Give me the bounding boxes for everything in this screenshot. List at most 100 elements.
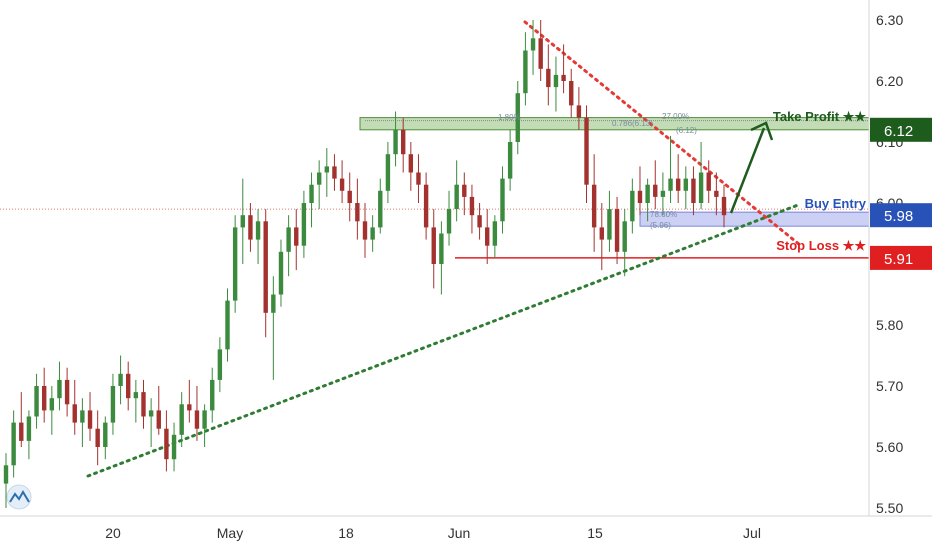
candle-body (416, 172, 421, 185)
candle-body (668, 178, 673, 191)
candle (561, 44, 566, 94)
candle-body (362, 221, 368, 240)
y-tick-label: 5.60 (876, 439, 903, 455)
candle (530, 20, 536, 75)
candle-body (576, 105, 582, 118)
candle (316, 160, 322, 210)
fib-label: 78.60% (650, 210, 677, 219)
candle (187, 379, 192, 423)
candle-body (462, 184, 467, 197)
candle-body (691, 178, 696, 203)
resistance-trendline (523, 20, 802, 247)
candle (515, 81, 520, 155)
candle-body (385, 154, 391, 191)
candle-body (64, 379, 70, 405)
candle-body (339, 178, 345, 191)
candle-body (187, 404, 192, 411)
candle-body (714, 190, 719, 197)
logo-icon (6, 484, 32, 510)
candle-body (698, 172, 704, 203)
candle-body (87, 410, 93, 429)
candle (301, 190, 307, 258)
candle (591, 154, 597, 252)
candle (26, 410, 32, 460)
candle (11, 410, 16, 478)
candle-body (309, 184, 314, 203)
candle-body (477, 215, 482, 228)
candle-body (255, 221, 261, 240)
candle (630, 178, 635, 234)
candle (408, 142, 414, 191)
candle (423, 172, 429, 240)
candle-body (439, 233, 444, 264)
candle (645, 178, 650, 222)
candle-body (194, 410, 200, 429)
candle-body (248, 215, 253, 240)
candle (126, 361, 131, 411)
candle-body (126, 373, 131, 399)
candle (523, 32, 528, 106)
fib-label: 0.786(6.13) (612, 119, 653, 128)
price-tag-value: 5.98 (884, 208, 913, 225)
candle-body (95, 428, 100, 447)
candle (217, 337, 223, 393)
candle (110, 373, 116, 435)
candle-body (141, 392, 146, 417)
candle-body (164, 428, 169, 460)
candle (691, 166, 696, 216)
stop-loss-label: Stop Loss ★★ (776, 238, 866, 253)
candle (255, 209, 261, 264)
candle-body (515, 93, 520, 142)
y-tick-label: 5.80 (876, 317, 903, 333)
candle-body (225, 300, 230, 350)
arrow-head-icon (750, 121, 774, 141)
candle (34, 373, 39, 429)
candle (416, 154, 421, 203)
fib-label: 27.00% (662, 112, 689, 121)
candle-body (26, 416, 32, 441)
candle-body (393, 129, 398, 155)
candle-body (294, 227, 299, 246)
candle-body (232, 227, 238, 301)
candle-body (332, 166, 337, 179)
candle (378, 178, 383, 234)
candle-body (263, 221, 268, 313)
candle (49, 386, 55, 435)
candle-body (286, 227, 291, 252)
candle (721, 184, 727, 228)
candle (362, 203, 368, 258)
candle (57, 361, 62, 411)
candle-body (622, 221, 627, 252)
x-tick-label: 18 (338, 525, 354, 541)
candle (576, 87, 582, 130)
take-profit-label: Take Profit ★★ (773, 109, 866, 124)
candle-body (118, 373, 123, 386)
fib-label: (5.96) (650, 221, 671, 230)
candle-body (492, 221, 498, 246)
candle (294, 209, 299, 271)
y-tick-label: 6.30 (876, 12, 903, 28)
candle (72, 379, 77, 435)
candle (698, 142, 704, 210)
x-tick-label: May (217, 525, 243, 541)
candle-body (370, 227, 375, 240)
candle (332, 154, 337, 191)
candle-body (469, 196, 475, 216)
candle-body (271, 294, 276, 313)
candle-body (645, 184, 650, 203)
candle-body (423, 184, 429, 228)
candle (370, 215, 375, 252)
candle (485, 209, 490, 264)
price-tag (870, 117, 932, 142)
candle (210, 367, 215, 423)
candle (3, 453, 9, 508)
candle (118, 355, 123, 405)
candle (469, 184, 475, 234)
fib-label: 1.80% (498, 113, 521, 122)
candle-body (400, 129, 406, 155)
candle (64, 367, 70, 417)
x-tick-label: 20 (105, 525, 121, 541)
candle (355, 178, 360, 240)
candle-body (660, 190, 666, 197)
